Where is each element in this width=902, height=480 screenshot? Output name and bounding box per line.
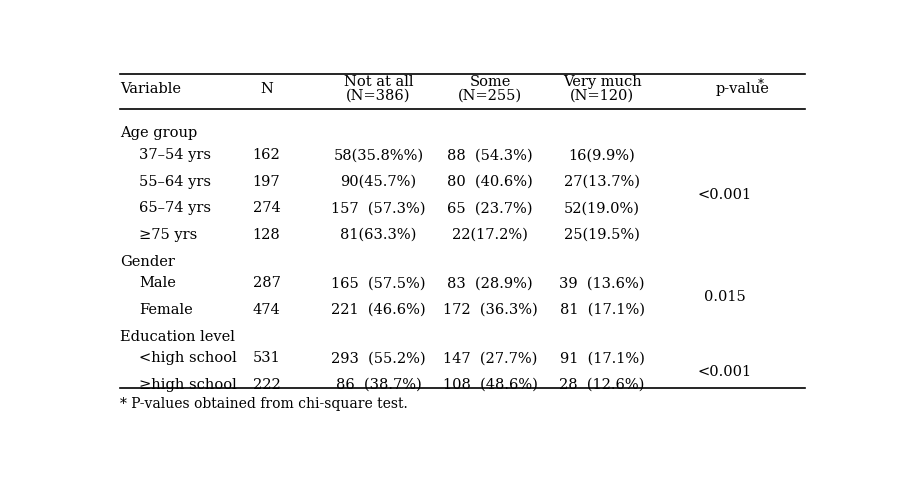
Text: 197: 197 [253,175,281,189]
Text: 88  (54.3%): 88 (54.3%) [447,148,533,162]
Text: * P-values obtained from chi-square test.: * P-values obtained from chi-square test… [120,397,408,411]
Text: 39  (13.6%): 39 (13.6%) [559,276,645,290]
Text: 86  (38.7%): 86 (38.7%) [336,378,421,392]
Text: 165  (57.5%): 165 (57.5%) [331,276,426,290]
Text: 221  (46.6%): 221 (46.6%) [331,303,426,317]
Text: 0.015: 0.015 [704,290,745,304]
Text: N: N [260,83,273,96]
Text: 274: 274 [253,202,281,216]
Text: *: * [758,78,764,91]
Text: 128: 128 [253,228,281,242]
Text: 147  (27.7%): 147 (27.7%) [443,351,538,365]
Text: 162: 162 [253,148,281,162]
Text: 37–54 yrs: 37–54 yrs [139,148,211,162]
Text: Education level: Education level [120,330,235,344]
Text: 293  (55.2%): 293 (55.2%) [331,351,426,365]
Text: 222: 222 [253,378,281,392]
Text: 55–64 yrs: 55–64 yrs [139,175,211,189]
Text: 91  (17.1%): 91 (17.1%) [559,351,645,365]
Text: 108  (48.6%): 108 (48.6%) [443,378,538,392]
Text: 65–74 yrs: 65–74 yrs [139,202,211,216]
Text: (N=120): (N=120) [570,89,634,103]
Text: 81(63.3%): 81(63.3%) [340,228,417,242]
Text: <high school: <high school [139,351,237,365]
Text: 25(19.5%): 25(19.5%) [564,228,640,242]
Text: 90(45.7%): 90(45.7%) [340,175,417,189]
Text: ≥75 yrs: ≥75 yrs [139,228,198,242]
Text: 83  (28.9%): 83 (28.9%) [447,276,533,290]
Text: Female: Female [139,303,193,317]
Text: Gender: Gender [120,254,175,269]
Text: 27(13.7%): 27(13.7%) [564,175,640,189]
Text: 157  (57.3%): 157 (57.3%) [331,202,426,216]
Text: Not at all: Not at all [344,75,413,89]
Text: 287: 287 [253,276,281,290]
Text: p-value: p-value [716,83,770,96]
Text: ≥high school: ≥high school [139,378,237,392]
Text: 80  (40.6%): 80 (40.6%) [447,175,533,189]
Text: Very much: Very much [563,75,641,89]
Text: 52(19.0%): 52(19.0%) [564,202,640,216]
Text: 172  (36.3%): 172 (36.3%) [443,303,538,317]
Text: <0.001: <0.001 [697,188,751,202]
Text: Some: Some [470,75,511,89]
Text: <0.001: <0.001 [697,365,751,379]
Text: 58(35.8%%): 58(35.8%%) [334,148,423,162]
Text: 81  (17.1%): 81 (17.1%) [559,303,645,317]
Text: (N=255): (N=255) [458,89,522,103]
Text: 28  (12.6%): 28 (12.6%) [559,378,645,392]
Text: Variable: Variable [120,83,180,96]
Text: Male: Male [139,276,176,290]
Text: 22(17.2%): 22(17.2%) [452,228,529,242]
Text: 16(9.9%): 16(9.9%) [568,148,636,162]
Text: 531: 531 [253,351,281,365]
Text: Age group: Age group [120,126,197,140]
Text: 65  (23.7%): 65 (23.7%) [447,202,533,216]
Text: 474: 474 [253,303,281,317]
Text: (N=386): (N=386) [346,89,410,103]
